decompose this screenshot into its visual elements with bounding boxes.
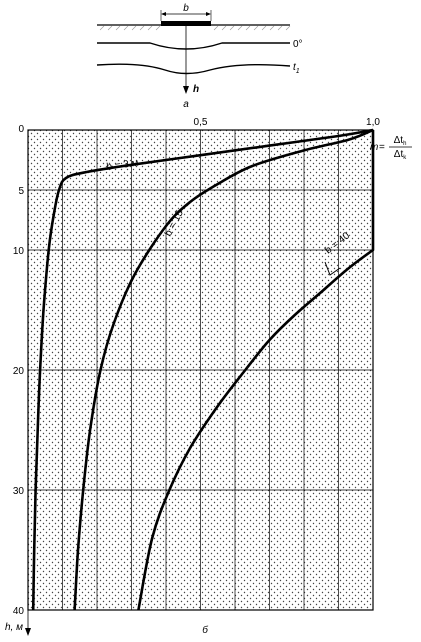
y-tick-label: 30 — [13, 486, 25, 497]
schematic-caption: а — [183, 99, 189, 110]
curve-label: b = 3 м — [106, 158, 140, 173]
y-tick-label: 10 — [13, 246, 25, 257]
depth-axis-arrow — [183, 86, 189, 94]
y-axis-label-group: h, м — [5, 610, 31, 636]
depth-axis-label: h — [193, 84, 199, 95]
x-tick-label: 1,0 — [366, 117, 380, 128]
y-tick-label: 20 — [13, 366, 25, 377]
x-axis-symbol: m — [370, 142, 378, 153]
x-axis-label: m = Δth Δtk — [370, 135, 412, 161]
horizontal-grid — [28, 189, 373, 491]
y-tick-labels: 0 5 10 20 30 40 — [13, 124, 25, 617]
y-axis-label: h, м — [5, 622, 23, 633]
y-axis-arrow — [25, 628, 31, 636]
isotherm-zero-curve — [97, 42, 290, 50]
curve-3 — [137, 130, 375, 611]
x-axis-denominator: Δtk — [394, 149, 407, 161]
y-tick-label: 40 — [13, 606, 25, 617]
plot-frame — [27, 129, 374, 611]
curve-2 — [73, 128, 374, 611]
isotherm-t1-curve — [96, 63, 291, 75]
width-label: b — [183, 3, 189, 14]
y-tick-label: 5 — [18, 186, 24, 197]
x-tick-label: 0,5 — [194, 117, 208, 128]
ground-hatching — [99, 25, 291, 31]
schematic: b 0° t1 h а — [96, 3, 303, 110]
y-tick-label: 0 — [18, 124, 24, 135]
isotherm-t1-label: t1 — [293, 62, 300, 75]
isotherm-zero-label: 0° — [293, 39, 303, 50]
x-tick-labels: 0,5 1,0 — [194, 117, 381, 128]
chart-caption: б — [202, 624, 208, 636]
x-axis-numerator: Δth — [394, 135, 407, 147]
curve-1 — [31, 128, 374, 611]
curves — [31, 128, 375, 611]
x-axis-equals: = — [379, 142, 385, 153]
curve-label-bracket — [324, 261, 341, 276]
foundation-strip — [161, 21, 211, 26]
